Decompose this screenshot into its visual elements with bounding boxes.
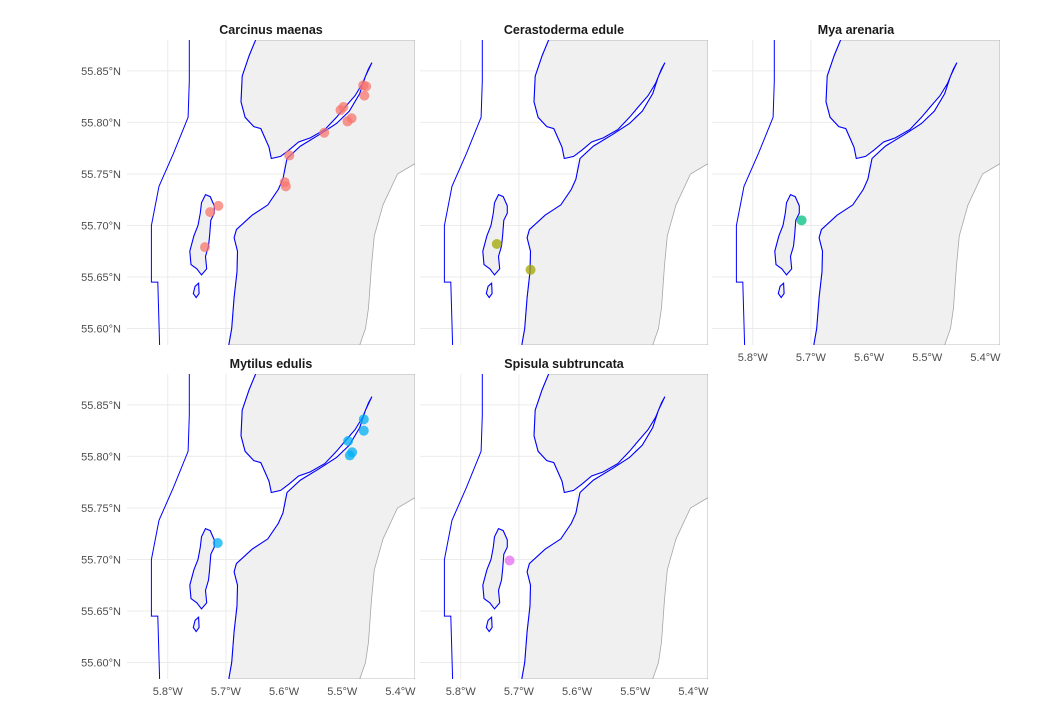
y-tick-label: 55.85°N <box>81 400 121 412</box>
data-point <box>213 200 224 211</box>
boundary-line <box>443 40 483 345</box>
data-point <box>343 435 354 446</box>
data-point <box>335 105 346 116</box>
y-tick-label: 55.85°N <box>81 66 121 78</box>
data-point <box>361 81 372 92</box>
island-shape <box>189 527 215 610</box>
data-point <box>359 90 370 101</box>
y-tick-label: 55.70°N <box>81 220 121 232</box>
data-point <box>525 264 536 275</box>
boundary-line <box>735 40 775 345</box>
islet-shape <box>485 282 493 299</box>
data-point <box>491 239 502 250</box>
facet-panel: Cerastoderma edule <box>420 23 708 345</box>
inland-water-shape <box>359 163 415 345</box>
data-point <box>796 215 807 226</box>
x-tick-label: 5.8°W <box>446 686 477 698</box>
x-tick-label: 5.4°W <box>970 352 1001 364</box>
data-point <box>319 127 330 138</box>
boundary-line <box>150 374 190 679</box>
facet-panel: Mytilus edulis 55.85°N 55.80°N 55.75°N 55.70… <box>81 357 416 698</box>
facet-title: Mytilus edulis <box>230 357 313 371</box>
x-tick-label: 5.5°W <box>912 352 943 364</box>
data-point <box>212 537 223 548</box>
data-point <box>280 181 291 192</box>
island-shape <box>482 193 508 276</box>
data-point <box>358 414 369 425</box>
data-point <box>199 242 210 253</box>
y-tick-label: 55.80°N <box>81 451 121 463</box>
x-tick-label: 5.6°W <box>854 352 885 364</box>
facet-title: Spisula subtruncata <box>504 357 625 371</box>
y-tick-label: 55.60°N <box>81 658 121 670</box>
facet-title: Cerastoderma edule <box>504 23 624 37</box>
x-tick-label: 5.8°W <box>738 352 769 364</box>
islet-shape <box>777 282 785 299</box>
coastline <box>521 374 666 679</box>
y-tick-label: 55.80°N <box>81 117 121 129</box>
x-tick-label: 5.6°W <box>269 686 300 698</box>
y-tick-label: 55.65°N <box>81 272 121 284</box>
y-tick-label: 55.70°N <box>81 554 121 566</box>
x-tick-label: 5.8°W <box>153 686 184 698</box>
x-tick-label: 5.7°W <box>211 686 242 698</box>
x-tick-label: 5.7°W <box>504 686 535 698</box>
data-point <box>504 555 515 566</box>
facet-panel: Carcinus maenas 55.85°N 55.80°N 55.75°N 55.7… <box>81 23 415 345</box>
island-shape <box>774 193 800 276</box>
x-tick-label: 5.6°W <box>562 686 593 698</box>
data-point <box>344 450 355 461</box>
y-tick-label: 55.75°N <box>81 169 121 181</box>
boundary-line <box>443 374 483 679</box>
x-tick-label: 5.4°W <box>678 686 709 698</box>
boundary-line <box>150 40 190 345</box>
inland-water-shape <box>359 497 415 679</box>
coastline <box>521 40 666 345</box>
islet-shape <box>192 616 200 633</box>
coastline <box>228 40 373 345</box>
y-tick-label: 55.60°N <box>81 324 121 336</box>
x-tick-label: 5.5°W <box>327 686 358 698</box>
island-shape <box>189 193 215 276</box>
facet-title: Mya arenaria <box>818 23 895 37</box>
x-tick-label: 5.7°W <box>796 352 827 364</box>
coastline <box>813 40 958 345</box>
y-tick-label: 55.75°N <box>81 503 121 515</box>
x-tick-label: 5.4°W <box>385 686 416 698</box>
coastline <box>228 374 373 679</box>
inland-water-shape <box>944 163 1000 345</box>
islet-shape <box>485 616 493 633</box>
data-point <box>342 116 353 127</box>
x-tick-label: 5.5°W <box>620 686 651 698</box>
data-point <box>284 150 295 161</box>
islet-shape <box>192 282 200 299</box>
data-point <box>205 207 216 218</box>
data-point <box>358 425 369 436</box>
facet-panel: Spisula subtruncata 5.8°W 5.7°W 5.6°W 5.5°W 5… <box>420 357 709 698</box>
y-tick-label: 55.65°N <box>81 606 121 618</box>
facet-panel: Mya arenaria 5.8°W 5.7°W 5.6°W 5.5°W 5.4°W <box>712 23 1001 364</box>
facet-title: Carcinus maenas <box>219 23 323 37</box>
island-shape <box>482 527 508 610</box>
inland-water-shape <box>652 497 708 679</box>
inland-water-shape <box>652 163 708 345</box>
